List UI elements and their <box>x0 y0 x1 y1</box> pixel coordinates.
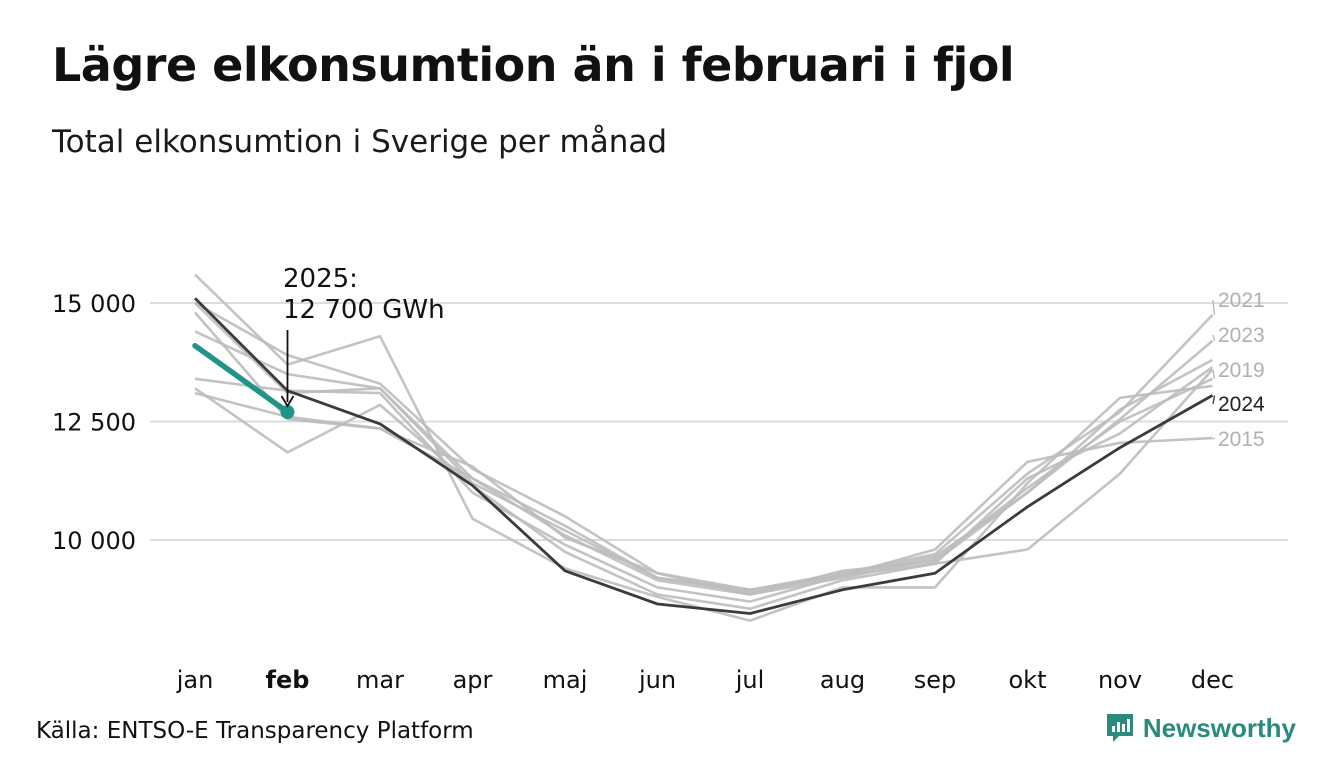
line-chart: 10 000 12 500 15 000 jan feb mar apr maj jun jul a… <box>52 264 1288 694</box>
chart-title: Lägre elkonsumtion än i februari i fjol <box>52 38 1015 92</box>
x-tick-label-jul: jul <box>735 666 765 694</box>
leader-line-2024 <box>1212 395 1216 405</box>
series-line-2024 <box>194 297 1214 615</box>
leader-line-2019 <box>1212 369 1216 379</box>
end-label-2023: 2023 <box>1218 324 1265 347</box>
y-tick-label: 15 000 <box>52 290 136 318</box>
leader-line-2015 <box>1212 437 1215 440</box>
series-line-year-9 <box>194 311 1214 596</box>
source-note: Källa: ENTSO-E Transparency Platform <box>36 718 474 744</box>
x-tick-label-dec: dec <box>1191 666 1234 694</box>
x-tick-label-sep: sep <box>914 666 957 694</box>
x-tick-label-aug: aug <box>820 666 865 694</box>
end-label-2024: 2024 <box>1218 393 1265 416</box>
x-tick-label-nov: nov <box>1098 666 1142 694</box>
end-label-2015: 2015 <box>1218 428 1265 451</box>
series-line-year-7 <box>194 368 1214 603</box>
annotation-arrowhead <box>280 395 295 408</box>
x-tick-label-mar: mar <box>356 666 404 694</box>
brand-name: Newsworthy <box>1142 712 1296 743</box>
newsworthy-logo: Newsworthy <box>1105 712 1296 744</box>
end-label-2021: 2021 <box>1218 289 1265 312</box>
newsworthy-logo-icon <box>1106 714 1133 742</box>
leader-line-2021 <box>1212 299 1216 315</box>
x-tick-label-feb: feb <box>266 666 310 694</box>
annotation-line2: 12 700 GWh <box>283 295 445 325</box>
y-tick-label: 10 000 <box>52 527 136 555</box>
series-line-2021 <box>194 301 1214 592</box>
x-tick-label-maj: maj <box>543 666 588 694</box>
end-label-2019: 2019 <box>1218 359 1265 382</box>
x-tick-label-jun: jun <box>638 666 676 694</box>
y-tick-label: 12 500 <box>52 409 136 437</box>
x-tick-label-apr: apr <box>453 666 493 694</box>
x-tick-label-jan: jan <box>176 666 214 694</box>
series-line-2025 <box>192 342 291 415</box>
series-line-year-8 <box>194 365 1214 611</box>
x-tick-label-okt: okt <box>1009 666 1047 694</box>
chart-subtitle: Total elkonsumtion i Sverige per månad <box>52 124 668 160</box>
series-point-2025 <box>280 405 295 420</box>
annotation-line1: 2025: <box>283 264 358 294</box>
leader-line-2023 <box>1212 334 1216 342</box>
series-line-year-6 <box>194 273 1213 622</box>
series-line-2019 <box>194 302 1214 596</box>
